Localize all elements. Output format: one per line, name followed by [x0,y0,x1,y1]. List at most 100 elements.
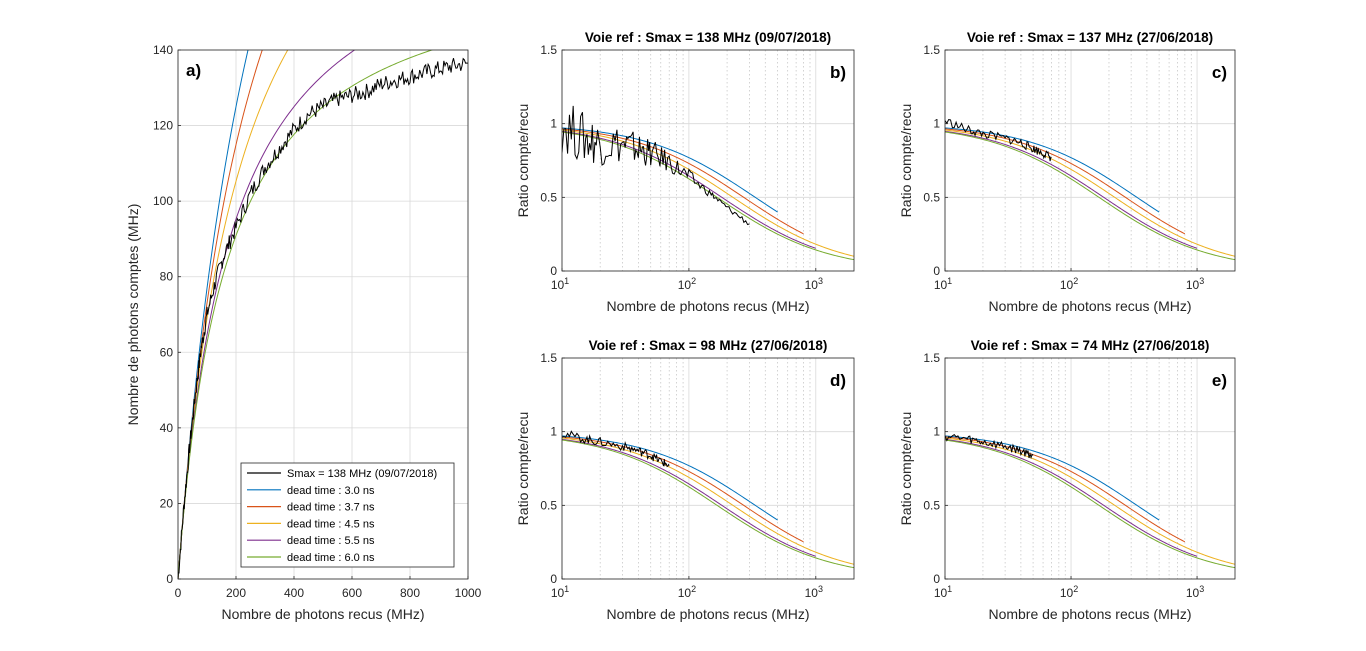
series-measured-b [562,105,750,226]
y-tick-label: 0.5 [923,190,940,204]
panel-label-c: c) [1212,63,1227,82]
x-axis-label-b: Nombre de photons recus (MHz) [606,298,809,314]
x-tick-base: 10 [678,586,692,600]
x-tick-label: 103 [1186,584,1204,600]
axes-box-a [177,49,469,580]
series-dead-time-4-5-a [178,50,289,579]
legend-entry: dead time : 5.5 ns [287,535,375,547]
plot-area-d [562,430,854,569]
x-tick-base: 10 [934,278,948,292]
x-tick-base: 10 [551,586,565,600]
series-dead-time-3-d [562,435,778,521]
x-tick-exponent: 1 [947,276,952,286]
x-axis-label-c: Nombre de photons recus (MHz) [988,298,1191,314]
y-tick-label: 0.5 [923,498,940,512]
panel-label-d: d) [830,371,846,390]
plot-area-c [945,118,1235,261]
series-dead-time-5-5-b [562,130,816,249]
series-dead-time-3-a [178,50,249,579]
legend-entry: dead time : 3.0 ns [287,485,375,497]
x-tick-label: 102 [678,276,696,292]
x-tick-base: 10 [805,278,819,292]
y-tick-label: 1 [933,425,940,439]
x-tick-label: 103 [1186,276,1204,292]
series-dead-time-3-c [945,127,1160,213]
series-measured-c [945,118,1052,162]
y-tick-label: 80 [160,270,174,284]
x-tick-label: 102 [1060,276,1078,292]
series-dead-time-4-5-e [945,437,1235,565]
y-tick-label: 60 [160,345,174,359]
y-tick-label: 0.5 [540,498,557,512]
x-tick-exponent: 2 [691,584,696,594]
x-tick-label: 200 [226,586,246,600]
y-tick-label: 1 [550,425,557,439]
series-dead-time-6-c [945,131,1235,261]
x-tick-label: 101 [551,584,569,600]
y-tick-label: 0 [550,572,557,586]
x-tick-base: 10 [1186,586,1200,600]
x-axis-label-d: Nombre de photons recus (MHz) [606,606,809,622]
y-tick-label: 0 [166,572,173,586]
panel-label-e: e) [1212,371,1227,390]
x-tick-exponent: 3 [1199,276,1204,286]
x-tick-exponent: 2 [1073,276,1078,286]
chart-title-d: Voie ref : Smax = 98 MHz (27/06/2018) [589,338,828,353]
y-axis-label-a: Nombre de photons comptes (MHz) [125,204,141,426]
series-measured-d [562,430,670,468]
x-axis-label-e: Nombre de photons recus (MHz) [988,606,1191,622]
x-tick-exponent: 3 [818,584,823,594]
x-tick-label: 0 [175,586,182,600]
x-tick-exponent: 2 [691,276,696,286]
y-tick-label: 0 [933,264,940,278]
series-dead-time-4-5-c [945,129,1235,257]
y-axis-label-b: Ratio compte/recu [515,104,531,218]
y-tick-label: 120 [153,119,173,133]
y-tick-label: 1 [550,117,557,131]
y-axis-label-d: Ratio compte/recu [515,412,531,526]
series-dead-time-3-e [945,435,1160,521]
y-tick-label: 140 [153,43,173,57]
chart-title-e: Voie ref : Smax = 74 MHz (27/06/2018) [971,338,1210,353]
y-axis-label-e: Ratio compte/recu [898,412,914,526]
y-tick-label: 100 [153,194,173,208]
series-dead-time-4-5-d [562,437,854,565]
series-dead-time-5-5-a [178,50,356,579]
y-tick-label: 40 [160,421,174,435]
x-tick-label: 600 [342,586,362,600]
series-dead-time-6-b [562,131,854,261]
y-tick-label: 0.5 [540,190,557,204]
x-tick-exponent: 1 [564,584,569,594]
x-tick-label: 101 [551,276,569,292]
panel-a: 0 200 400 600 800 1000 0 20 40 60 80 100 120 140 Nombr… [125,43,482,622]
x-tick-exponent: 1 [564,276,569,286]
x-tick-base: 10 [1060,586,1074,600]
y-tick-label: 0 [550,264,557,278]
series-dead-time-6-d [562,439,854,569]
axes-box-b [561,49,855,272]
series-dead-time-6-e [945,439,1235,569]
series-dead-time-4-5-b [562,129,854,257]
y-axis-label-c: Ratio compte/recu [898,104,914,218]
y-tick-label: 1.5 [540,43,557,57]
x-tick-label: 103 [805,276,823,292]
series-dead-time-5-5-c [945,130,1198,249]
x-tick-base: 10 [678,278,692,292]
x-tick-exponent: 3 [1199,584,1204,594]
axes-box-e [944,357,1236,580]
plot-area-e [945,434,1235,569]
x-tick-label: 101 [934,276,952,292]
series-dead-time-3-7-a [178,50,263,579]
x-tick-base: 10 [1060,278,1074,292]
series-dead-time-5-5-e [945,438,1198,557]
chart-title-c: Voie ref : Smax = 137 MHz (27/06/2018) [967,30,1213,45]
legend: Smax = 138 MHz (09/07/2018) dead time : 3… [240,462,455,568]
x-tick-label: 1000 [455,586,482,600]
legend-entry: dead time : 6.0 ns [287,552,375,564]
x-tick-base: 10 [934,586,948,600]
